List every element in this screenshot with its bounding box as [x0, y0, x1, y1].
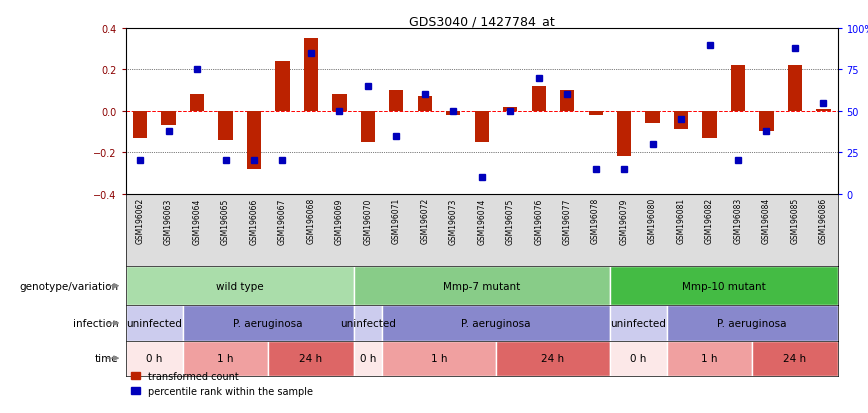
Text: GSM196074: GSM196074	[477, 198, 486, 244]
Text: 1 h: 1 h	[701, 353, 718, 363]
Bar	[667, 306, 838, 341]
Bar	[496, 341, 610, 376]
Text: 24 h: 24 h	[299, 353, 323, 363]
Text: GSM196071: GSM196071	[391, 198, 401, 244]
Text: GSM196072: GSM196072	[420, 198, 430, 244]
Text: 0 h: 0 h	[146, 353, 162, 363]
Bar	[560, 91, 575, 112]
Bar	[816, 109, 831, 112]
Text: GSM196085: GSM196085	[791, 198, 799, 244]
Text: P. aeruginosa: P. aeruginosa	[718, 318, 787, 328]
Text: 0 h: 0 h	[359, 353, 376, 363]
Bar	[268, 341, 353, 376]
Bar	[610, 341, 667, 376]
Bar	[760, 112, 773, 132]
Bar	[161, 112, 175, 126]
Bar	[589, 112, 602, 116]
Bar	[126, 341, 183, 376]
Bar	[353, 266, 610, 306]
Bar	[190, 95, 204, 112]
Bar	[788, 66, 802, 112]
Bar	[332, 95, 346, 112]
Bar	[183, 306, 353, 341]
Text: GSM196086: GSM196086	[819, 198, 828, 244]
Bar	[304, 39, 318, 112]
Text: uninfected: uninfected	[610, 318, 667, 328]
Text: GSM196063: GSM196063	[164, 198, 173, 244]
Bar	[275, 62, 290, 112]
Bar	[418, 97, 432, 112]
Bar	[247, 112, 261, 169]
Text: time: time	[95, 353, 119, 363]
Bar	[183, 341, 268, 376]
Text: GSM196069: GSM196069	[335, 198, 344, 244]
Bar	[361, 112, 375, 142]
Text: GSM196080: GSM196080	[648, 198, 657, 244]
Text: uninfected: uninfected	[340, 318, 396, 328]
Bar	[389, 91, 404, 112]
Bar	[646, 112, 660, 124]
Text: GSM196070: GSM196070	[364, 198, 372, 244]
Text: P. aeruginosa: P. aeruginosa	[233, 318, 303, 328]
Bar	[503, 107, 517, 112]
Text: GSM196081: GSM196081	[676, 198, 686, 244]
Text: genotype/variation: genotype/variation	[20, 281, 119, 291]
Text: GSM196073: GSM196073	[449, 198, 457, 244]
Text: GSM196064: GSM196064	[193, 198, 201, 244]
Text: 24 h: 24 h	[783, 353, 806, 363]
Bar	[531, 87, 546, 112]
Text: infection: infection	[73, 318, 119, 328]
Text: Mmp-10 mutant: Mmp-10 mutant	[682, 281, 766, 291]
Bar	[475, 112, 489, 142]
Text: GSM196067: GSM196067	[278, 198, 287, 244]
Text: Mmp-7 mutant: Mmp-7 mutant	[444, 281, 520, 291]
Text: GSM196078: GSM196078	[591, 198, 600, 244]
Text: GSM196075: GSM196075	[506, 198, 515, 244]
Bar	[674, 112, 688, 130]
Bar	[219, 112, 233, 140]
Bar	[610, 306, 667, 341]
Bar	[353, 341, 382, 376]
Text: GSM196076: GSM196076	[534, 198, 543, 244]
Bar	[446, 112, 460, 116]
Text: GSM196079: GSM196079	[620, 198, 628, 244]
Text: uninfected: uninfected	[127, 318, 182, 328]
Bar	[610, 266, 838, 306]
Bar	[353, 306, 382, 341]
Text: GSM196082: GSM196082	[705, 198, 714, 244]
Text: 24 h: 24 h	[542, 353, 564, 363]
Bar	[667, 341, 753, 376]
Text: GSM196068: GSM196068	[306, 198, 315, 244]
Bar	[753, 341, 838, 376]
Text: 1 h: 1 h	[217, 353, 233, 363]
Bar	[731, 66, 745, 112]
Text: P. aeruginosa: P. aeruginosa	[461, 318, 530, 328]
Text: GSM196065: GSM196065	[221, 198, 230, 244]
Text: GSM196062: GSM196062	[135, 198, 145, 244]
Bar	[382, 306, 610, 341]
Bar	[126, 266, 353, 306]
Text: 1 h: 1 h	[431, 353, 447, 363]
Bar	[617, 112, 631, 157]
Text: GSM196084: GSM196084	[762, 198, 771, 244]
Title: GDS3040 / 1427784_at: GDS3040 / 1427784_at	[409, 15, 555, 28]
Bar	[126, 306, 183, 341]
Text: 0 h: 0 h	[630, 353, 647, 363]
Text: GSM196066: GSM196066	[249, 198, 259, 244]
Text: GSM196077: GSM196077	[562, 198, 572, 244]
Legend: transformed count, percentile rank within the sample: transformed count, percentile rank withi…	[131, 371, 313, 396]
Bar	[133, 112, 148, 138]
Text: GSM196083: GSM196083	[733, 198, 742, 244]
Bar	[702, 112, 717, 138]
Bar	[382, 341, 496, 376]
Text: wild type: wild type	[216, 281, 264, 291]
